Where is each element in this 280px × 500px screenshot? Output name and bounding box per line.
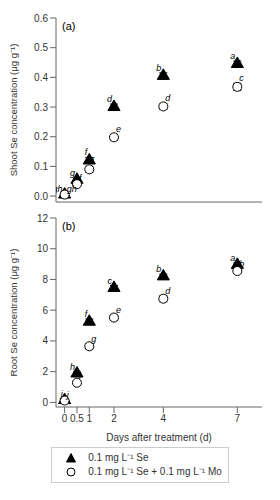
svg-text:0: 0 xyxy=(42,397,48,408)
svg-text:6: 6 xyxy=(42,305,48,316)
svg-text:Shoot Se concentration (μg g⁻¹: Shoot Se concentration (μg g⁻¹) xyxy=(8,44,19,177)
svg-text:0.4: 0.4 xyxy=(34,72,48,83)
svg-text:c: c xyxy=(107,276,112,286)
svg-text:2: 2 xyxy=(111,413,117,424)
svg-text:0.1: 0.1 xyxy=(34,161,48,172)
svg-text:Days after treatment (d): Days after treatment (d) xyxy=(106,432,212,443)
svg-text:b: b xyxy=(156,63,161,73)
svg-text:j: j xyxy=(60,389,64,399)
svg-text:f: f xyxy=(91,156,95,166)
svg-text:12: 12 xyxy=(37,213,49,224)
svg-text:f: f xyxy=(79,173,83,183)
html-text:0.1 mg L⁻¹ Se + 0.1 mg L⁻¹ Mo: 0.1 mg L⁻¹ Se + 0.1 mg L⁻¹ Mo xyxy=(88,466,222,477)
svg-text:0.6: 0.6 xyxy=(34,13,48,24)
svg-text:8: 8 xyxy=(42,274,48,285)
svg-text:i: i xyxy=(79,371,82,381)
html-text:0.1 mg L⁻¹ Se: 0.1 mg L⁻¹ Se xyxy=(88,452,149,463)
svg-text:10: 10 xyxy=(37,243,49,254)
svg-text:gh: gh xyxy=(67,184,77,194)
svg-text:a: a xyxy=(230,51,235,61)
svg-text:d: d xyxy=(165,286,171,296)
svg-text:gh: gh xyxy=(56,184,63,194)
svg-text:e: e xyxy=(116,124,121,134)
svg-text:d: d xyxy=(107,94,113,104)
html-text:(a): (a) xyxy=(62,20,76,32)
svg-text:b: b xyxy=(239,259,244,269)
svg-text:1: 1 xyxy=(87,413,93,424)
svg-text:0.3: 0.3 xyxy=(34,102,48,113)
svg-text:7: 7 xyxy=(235,413,241,424)
svg-text:0.5: 0.5 xyxy=(34,42,48,53)
svg-text:f: f xyxy=(85,309,89,319)
svg-text:0.2: 0.2 xyxy=(34,131,48,142)
svg-text:a: a xyxy=(230,253,235,263)
svg-text:h: h xyxy=(70,362,75,372)
svg-text:Root Se concentration (μg g⁻¹): Root Se concentration (μg g⁻¹) xyxy=(8,249,19,377)
svg-text:g: g xyxy=(91,334,96,344)
svg-text:0: 0 xyxy=(62,413,68,424)
svg-text:j: j xyxy=(66,390,70,400)
svg-text:d: d xyxy=(165,93,171,103)
svg-text:2: 2 xyxy=(42,366,48,377)
svg-text:4: 4 xyxy=(42,335,48,346)
svg-text:0.0: 0.0 xyxy=(34,191,48,202)
svg-text:e: e xyxy=(116,305,121,315)
svg-text:g: g xyxy=(70,168,75,178)
svg-text:4: 4 xyxy=(161,413,167,424)
svg-text:c: c xyxy=(239,73,244,83)
html-text:(b): (b) xyxy=(62,220,76,232)
svg-text:0.5: 0.5 xyxy=(70,413,84,424)
svg-text:f: f xyxy=(85,147,89,157)
svg-text:b: b xyxy=(156,264,161,274)
